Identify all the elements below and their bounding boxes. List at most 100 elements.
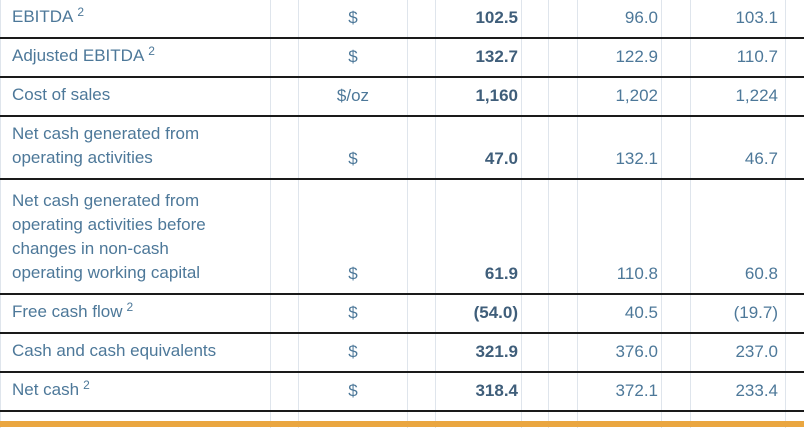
value-prior-period-1: 376.0 xyxy=(577,333,662,372)
table-row: Net cash generated from operating activi… xyxy=(0,179,804,294)
table-row: EBITDA 2 $ 102.5 96.0 103.1 xyxy=(0,0,804,38)
spacer-cell xyxy=(407,372,436,411)
row-label: Adjusted EBITDA 2 xyxy=(0,38,271,77)
spacer-cell xyxy=(548,372,578,411)
spacer-cell xyxy=(407,179,436,294)
spacer-cell xyxy=(521,38,549,77)
table-row: Net cash generated from operating activi… xyxy=(0,116,804,179)
table-row: Cash and cash equivalents $ 321.9 376.0 … xyxy=(0,333,804,372)
value-prior-period-2: 1,224 xyxy=(690,77,786,116)
spacer-cell xyxy=(270,294,299,333)
row-label: EBITDA 2 xyxy=(0,0,271,38)
value-current-period: (54.0) xyxy=(435,294,522,333)
spacer-cell xyxy=(785,372,804,411)
metric-name: Free cash flow xyxy=(12,302,123,321)
spacer-cell xyxy=(270,116,299,179)
value-prior-period-1: 40.5 xyxy=(577,294,662,333)
unit-cell: $ xyxy=(298,179,408,294)
spacer-cell xyxy=(407,38,436,77)
spacer-cell xyxy=(661,294,691,333)
spacer-cell xyxy=(270,77,299,116)
table-row: Adjusted EBITDA 2 $ 132.7 122.9 110.7 xyxy=(0,38,804,77)
value-prior-period-1: 122.9 xyxy=(577,38,662,77)
row-label: Net cash generated from operating activi… xyxy=(0,116,271,179)
metric-name: Cash and cash equivalents xyxy=(12,341,217,360)
value-prior-period-2: 237.0 xyxy=(690,333,786,372)
unit-cell: $/oz xyxy=(298,77,408,116)
unit-cell: $ xyxy=(298,0,408,38)
value-prior-period-2: 46.7 xyxy=(690,116,786,179)
row-label: Cash and cash equivalents xyxy=(0,333,271,372)
spacer-cell xyxy=(548,333,578,372)
spacer-cell xyxy=(407,77,436,116)
table-row: Free cash flow 2 $ (54.0) 40.5 (19.7) xyxy=(0,294,804,333)
spacer-cell xyxy=(521,333,549,372)
value-prior-period-2: 103.1 xyxy=(690,0,786,38)
spacer-cell xyxy=(548,179,578,294)
spacer-cell xyxy=(548,0,578,38)
value-prior-period-2: (19.7) xyxy=(690,294,786,333)
value-prior-period-1: 110.8 xyxy=(577,179,662,294)
spacer-cell xyxy=(785,0,804,38)
spacer-cell xyxy=(785,333,804,372)
spacer-cell xyxy=(548,116,578,179)
spacer-cell xyxy=(521,77,549,116)
metric-name: Net cash xyxy=(12,380,80,399)
spacer-cell xyxy=(661,116,691,179)
value-prior-period-1: 96.0 xyxy=(577,0,662,38)
spacer-cell xyxy=(521,0,549,38)
footnote-superscript: 2 xyxy=(77,5,85,19)
value-prior-period-2: 110.7 xyxy=(690,38,786,77)
spacer-cell xyxy=(661,179,691,294)
spacer-cell xyxy=(270,333,299,372)
value-current-period: 1,160 xyxy=(435,77,522,116)
value-prior-period-1: 1,202 xyxy=(577,77,662,116)
value-current-period: 102.5 xyxy=(435,0,522,38)
spacer-cell xyxy=(407,116,436,179)
spacer-cell xyxy=(548,294,578,333)
value-current-period: 321.9 xyxy=(435,333,522,372)
value-prior-period-2: 233.4 xyxy=(690,372,786,411)
value-current-period: 47.0 xyxy=(435,116,522,179)
spacer-cell xyxy=(407,0,436,38)
spacer-cell xyxy=(785,116,804,179)
footnote-superscript: 2 xyxy=(148,44,155,58)
spacer-cell xyxy=(785,38,804,77)
spacer-cell xyxy=(548,38,578,77)
value-current-period: 132.7 xyxy=(435,38,522,77)
spacer-cell xyxy=(521,372,549,411)
value-prior-period-1: 132.1 xyxy=(577,116,662,179)
spacer-cell xyxy=(521,179,549,294)
metric-name: Net cash generated from operating activi… xyxy=(12,191,206,282)
spacer-cell xyxy=(407,294,436,333)
metric-name: Adjusted EBITDA xyxy=(12,46,145,65)
table-row: Net cash 2 $ 318.4 372.1 233.4 xyxy=(0,372,804,411)
unit-cell: $ xyxy=(298,294,408,333)
spacer-cell xyxy=(661,333,691,372)
metric-name: Cost of sales xyxy=(12,85,111,104)
row-label: Cost of sales xyxy=(0,77,271,116)
spacer-cell xyxy=(270,179,299,294)
metric-name: EBITDA xyxy=(12,7,74,26)
unit-cell: $ xyxy=(298,333,408,372)
unit-cell: $ xyxy=(298,116,408,179)
spacer-cell xyxy=(270,38,299,77)
spacer-cell xyxy=(785,294,804,333)
value-current-period: 318.4 xyxy=(435,372,522,411)
spacer-cell xyxy=(785,77,804,116)
row-label: Net cash generated from operating activi… xyxy=(0,179,271,294)
accent-bottom-bar xyxy=(0,421,804,427)
spacer-cell xyxy=(661,38,691,77)
spacer-cell xyxy=(270,0,299,38)
spacer-cell xyxy=(270,372,299,411)
row-label: Net cash 2 xyxy=(0,372,271,411)
footnote-superscript: 2 xyxy=(126,300,134,314)
unit-cell: $ xyxy=(298,38,408,77)
table-row: Cost of sales $/oz 1,160 1,202 1,224 xyxy=(0,77,804,116)
spacer-cell xyxy=(661,0,691,38)
value-prior-period-2: 60.8 xyxy=(690,179,786,294)
unit-cell: $ xyxy=(298,372,408,411)
value-current-period: 61.9 xyxy=(435,179,522,294)
